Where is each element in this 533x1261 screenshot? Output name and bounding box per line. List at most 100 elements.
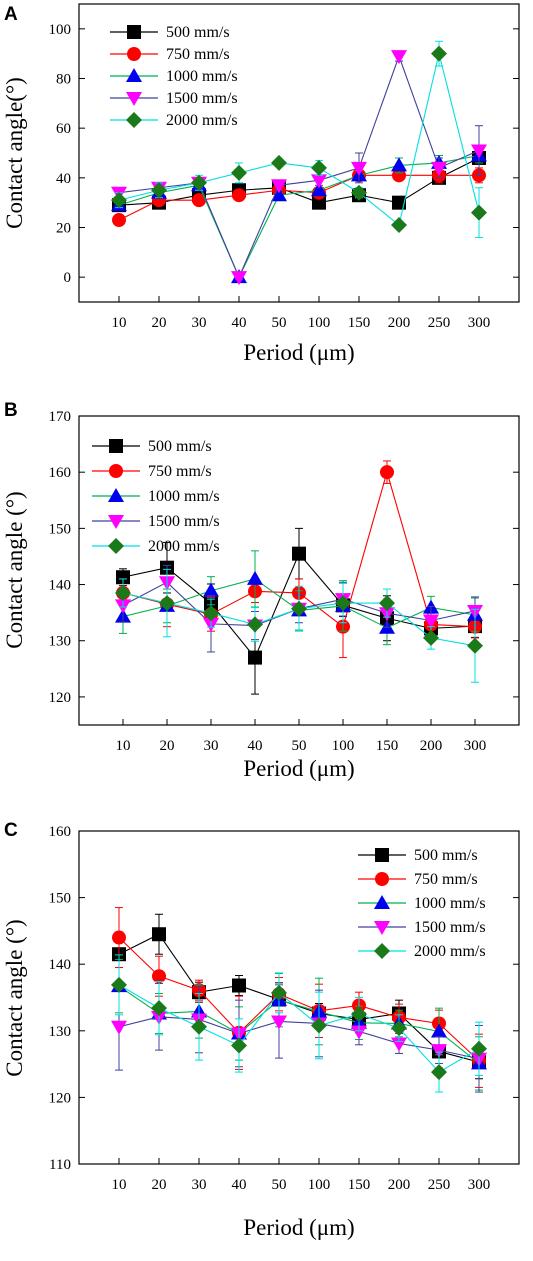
data-point — [271, 187, 287, 202]
data-point — [335, 595, 351, 612]
data-point — [423, 629, 439, 646]
x-tick-label: 10 — [116, 738, 131, 754]
x-tick-label: 40 — [232, 315, 247, 331]
data-point — [431, 45, 447, 62]
x-tick-label: 150 — [348, 1177, 371, 1193]
data-point — [247, 570, 263, 585]
series-line — [118, 53, 480, 226]
panel-b: B 120 130 140 150 160 170 10 20 30 40 50 100 150 200 30… — [0, 400, 533, 820]
series-2000-b — [115, 568, 483, 683]
data-point — [151, 1000, 167, 1017]
y-tick-label: 170 — [49, 409, 72, 425]
y-axis-title-b: Contact angle (°) — [2, 491, 27, 648]
data-point — [111, 192, 127, 209]
y-tick-label: 150 — [49, 521, 72, 537]
y-tick-label: 140 — [49, 578, 72, 594]
data-point — [116, 570, 130, 585]
y-tick-label: 120 — [49, 690, 72, 706]
legend-marker — [374, 895, 390, 909]
data-point — [471, 1040, 487, 1057]
data-point — [231, 1037, 247, 1054]
data-point — [192, 193, 206, 208]
x-tick-label: 40 — [232, 1177, 247, 1193]
x-tick-label: 20 — [152, 1177, 167, 1193]
legend-marker — [126, 92, 142, 106]
series-line — [118, 1016, 480, 1060]
y-tick-label: 120 — [49, 1090, 72, 1106]
legend-marker — [126, 68, 142, 82]
y-axis-title-a: Contact angle(°) — [2, 77, 27, 229]
x-tick-label: 30 — [204, 738, 219, 754]
y-tick-label: 40 — [56, 171, 71, 187]
panel-label-a: A — [4, 4, 18, 25]
x-tick-label: 50 — [292, 738, 307, 754]
legend-marker — [109, 439, 123, 453]
data-point — [312, 195, 326, 210]
legend-label: 2000 mm/s — [166, 112, 238, 129]
data-point — [111, 976, 127, 993]
data-point — [152, 969, 166, 984]
legend-label: 1000 mm/s — [414, 895, 486, 912]
y-tick-label: 160 — [49, 465, 72, 481]
series-line — [118, 54, 480, 279]
data-point — [391, 1020, 407, 1037]
data-point — [291, 600, 307, 617]
series-line — [118, 157, 480, 206]
y-tick-label: 160 — [49, 824, 72, 840]
x-tick-label: 30 — [192, 1177, 207, 1193]
data-point — [311, 174, 327, 189]
chart-a: A 0 20 40 60 80 100 10 20 30 40 50 100 150 200 250 300 Pe… — [2, 3, 520, 365]
series-1500-a — [111, 50, 487, 286]
data-point — [392, 168, 406, 183]
y-tick-label: 80 — [56, 72, 71, 88]
data-point — [292, 546, 306, 561]
x-tick-label: 300 — [464, 738, 487, 754]
legend-label: 1500 mm/s — [414, 919, 486, 936]
series-500-c — [112, 913, 486, 1080]
x-axis-title-a: Period (μm) — [243, 340, 354, 365]
data-point — [271, 984, 287, 1001]
data-point — [112, 213, 126, 228]
series-line — [118, 154, 480, 279]
x-tick-label: 10 — [112, 315, 127, 331]
data-point — [379, 595, 395, 612]
data-point — [471, 204, 487, 221]
legend-marker — [374, 943, 390, 959]
x-tick-label: 100 — [332, 738, 355, 754]
x-tick-label: 200 — [388, 315, 411, 331]
y-tick-label: 100 — [49, 22, 72, 38]
x-tick-label: 150 — [376, 738, 399, 754]
data-point — [203, 582, 219, 597]
data-point — [431, 1023, 447, 1038]
x-tick-label: 50 — [272, 315, 287, 331]
x-tick-label: 200 — [420, 738, 443, 754]
data-point — [232, 188, 246, 203]
panel-label-b: B — [4, 400, 18, 421]
data-point — [191, 1018, 207, 1035]
legend-label: 500 mm/s — [414, 847, 478, 864]
panel-c: C 110 120 130 140 150 160 10 20 30 40 50 100 150 200 25… — [0, 820, 533, 1261]
chart-b: B 120 130 140 150 160 170 10 20 30 40 50 100 150 200 30… — [2, 400, 520, 781]
data-point — [391, 217, 407, 234]
series-line — [118, 933, 480, 1063]
x-tick-label: 20 — [160, 738, 175, 754]
legend-label: 1500 mm/s — [166, 90, 238, 107]
data-point — [380, 465, 394, 480]
legend-label: 1500 mm/s — [148, 513, 220, 530]
series-1000-a — [111, 147, 487, 284]
x-tick-label: 100 — [308, 315, 331, 331]
x-tick-label: 150 — [348, 315, 371, 331]
data-point — [231, 271, 247, 286]
x-tick-label: 200 — [388, 1177, 411, 1193]
legend-marker — [126, 112, 142, 128]
x-tick-label: 300 — [468, 1177, 491, 1193]
legend-label: 1000 mm/s — [166, 68, 238, 85]
data-point — [351, 1025, 367, 1040]
series-line — [118, 985, 480, 1064]
data-point — [231, 164, 247, 181]
plot-frame-c — [78, 830, 520, 1165]
data-point — [351, 184, 367, 201]
data-point — [203, 605, 219, 622]
data-point — [311, 159, 327, 176]
data-point — [111, 1020, 127, 1035]
